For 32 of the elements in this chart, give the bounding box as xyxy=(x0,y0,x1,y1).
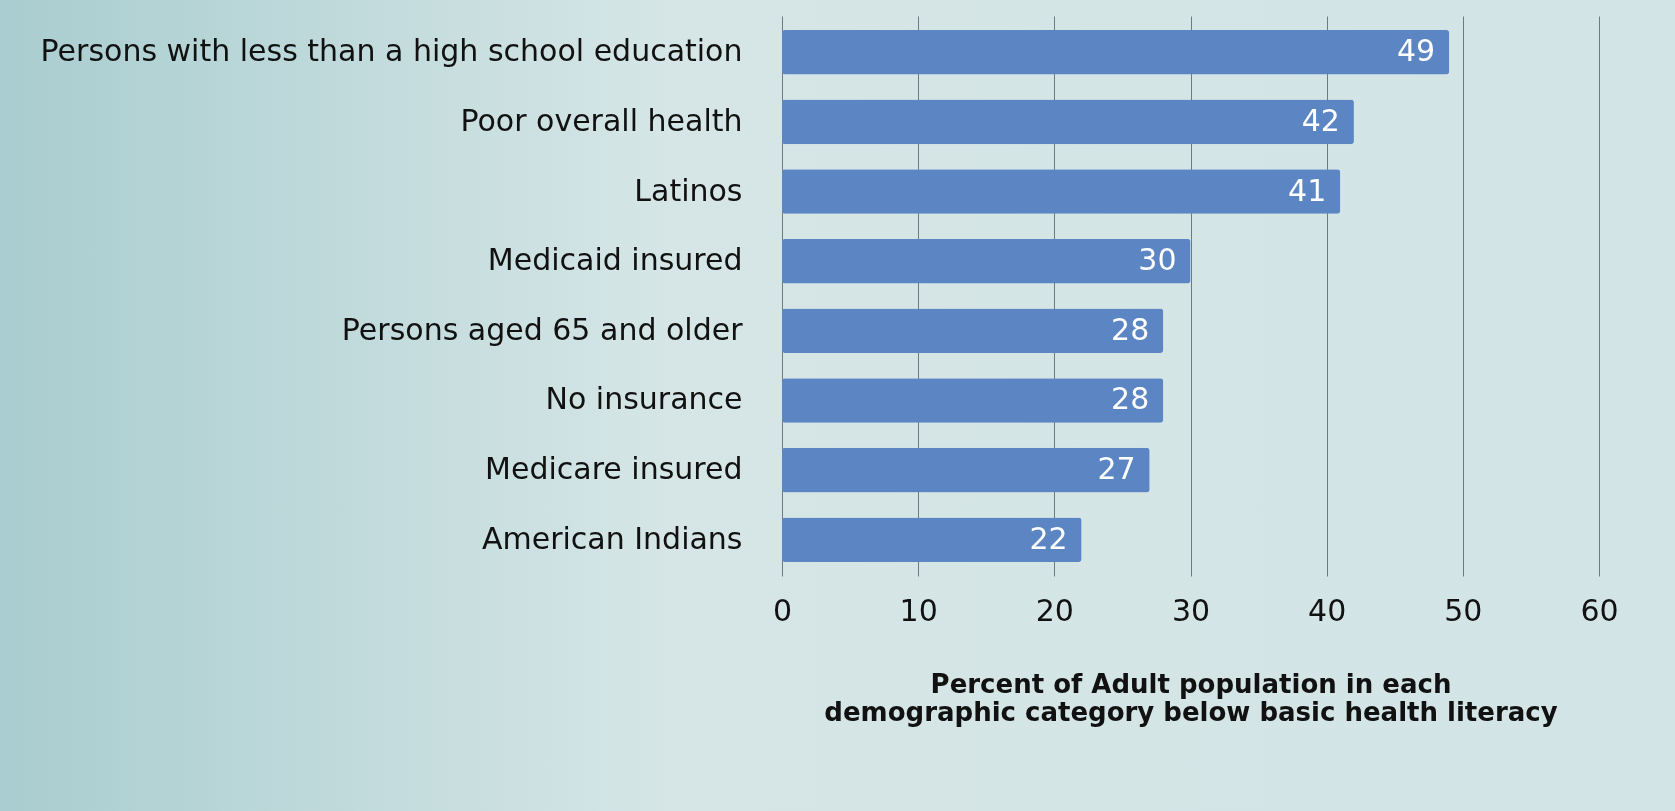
bar xyxy=(782,308,1164,354)
x-tick-label: 40 xyxy=(1308,592,1347,628)
y-tick-label: No insurance xyxy=(545,381,743,417)
bar xyxy=(782,99,1354,145)
x-tick-label: 60 xyxy=(1580,592,1619,628)
data-label: 28 xyxy=(1111,311,1150,347)
y-tick-label: Persons with less than a high school education xyxy=(40,33,743,69)
data-label: 49 xyxy=(1397,33,1436,69)
bar xyxy=(782,447,1150,493)
bar xyxy=(782,29,1450,75)
x-tick-label: 30 xyxy=(1171,592,1211,628)
data-label: 22 xyxy=(1029,520,1068,556)
bar xyxy=(782,378,1164,423)
x-tick-label: 0 xyxy=(772,592,793,628)
y-tick-label: American Indians xyxy=(481,520,743,556)
data-label: 30 xyxy=(1138,242,1177,278)
y-tick-label: Medicaid insured xyxy=(487,242,743,278)
y-tick-label: Poor overall health xyxy=(460,102,743,138)
y-tick-label: Persons aged 65 and older xyxy=(341,311,744,347)
x-axis-title: Percent of Adult population in each demographic category below basic health literacy xyxy=(824,668,1558,727)
y-tick-label: Latinos xyxy=(634,172,743,208)
y-tick-label: Medicare insured xyxy=(485,451,743,487)
bar xyxy=(782,169,1341,214)
data-label: 41 xyxy=(1288,172,1327,208)
data-label: 28 xyxy=(1111,381,1150,417)
x-tick-label: 20 xyxy=(1035,592,1074,628)
x-tick-label: 50 xyxy=(1444,592,1483,628)
data-label: 42 xyxy=(1301,102,1340,138)
x-tick-label: 10 xyxy=(899,592,938,628)
data-label: 27 xyxy=(1097,451,1136,487)
bar xyxy=(782,238,1191,284)
bar xyxy=(782,517,1082,563)
